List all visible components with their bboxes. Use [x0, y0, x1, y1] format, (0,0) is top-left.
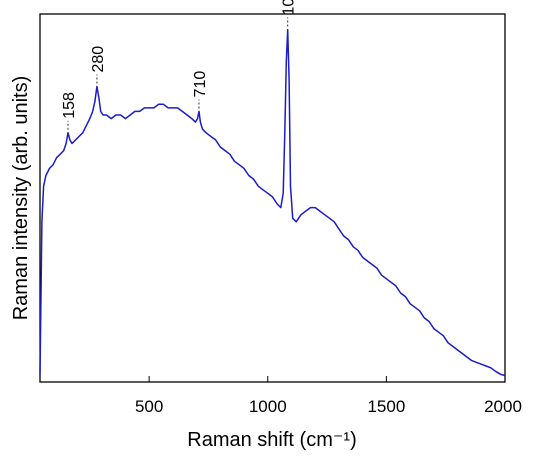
peak-label-158: 158	[61, 92, 78, 119]
y-axis-title: Raman intensity (arb. units)	[10, 76, 32, 321]
x-axis-title: Raman shift (cm⁻¹)	[187, 429, 356, 451]
x-tick-label: 1500	[367, 397, 405, 416]
peak-label-280: 280	[90, 46, 107, 73]
x-tick-label: 2000	[484, 397, 522, 416]
x-tick-label: 1000	[249, 397, 287, 416]
peak-label-710: 710	[192, 71, 209, 98]
peak-annotations: 158 280 710 1084	[61, 0, 298, 130]
spectrum-line	[39, 28, 506, 377]
x-axis-ticks: 500 1000 1500 2000	[135, 376, 522, 416]
peak-label-1084: 1084	[281, 0, 298, 16]
x-tick-label: 500	[135, 397, 163, 416]
plot-frame	[39, 13, 506, 383]
